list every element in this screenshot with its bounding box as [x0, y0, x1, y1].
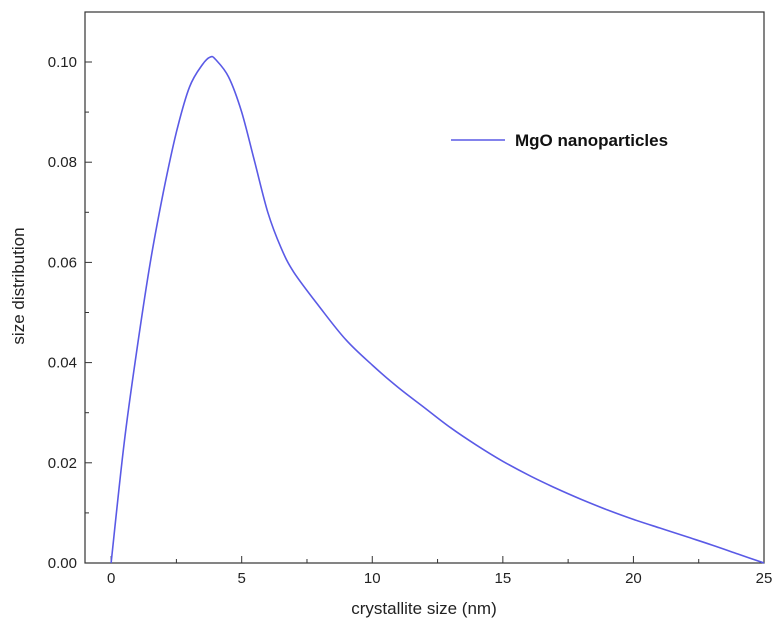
x-tick-label: 25 — [756, 570, 773, 587]
x-axis: 0 5 10 15 20 25 — [107, 556, 772, 587]
y-tick-label: 0.02 — [48, 455, 77, 472]
x-tick-label: 20 — [625, 570, 642, 587]
x-tick-label: 15 — [495, 570, 512, 587]
y-tick-label: 0.00 — [48, 555, 77, 572]
x-tick-label: 10 — [364, 570, 381, 587]
x-axis-title: crystallite size (nm) — [351, 599, 496, 618]
y-tick-label: 0.10 — [48, 54, 77, 71]
y-tick-label: 0.06 — [48, 254, 77, 271]
y-tick-label: 0.08 — [48, 154, 77, 171]
plot-frame — [84, 11, 765, 564]
y-tick-label: 0.04 — [48, 355, 77, 372]
legend-label: MgO nanoparticles — [515, 131, 668, 150]
y-axis-title: size distribution — [9, 227, 28, 344]
series-line-mgo-nanoparticles — [110, 55, 765, 564]
y-axis: 0.00 0.02 0.04 0.06 0.08 0.10 — [48, 54, 92, 572]
x-tick-label: 5 — [238, 570, 246, 587]
legend: MgO nanoparticles — [451, 131, 668, 150]
x-tick-label: 0 — [107, 570, 115, 587]
